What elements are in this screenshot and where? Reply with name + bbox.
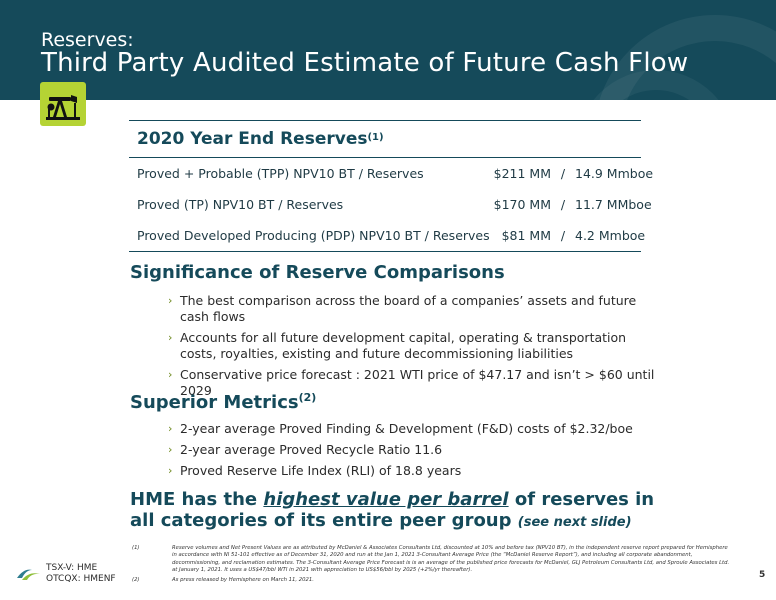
footnote: (2) As press released by Hemisphere on Ma…: [132, 577, 732, 584]
row-volume: 11.7 MMboe: [575, 197, 652, 212]
row-npv: $170 MM: [493, 197, 551, 212]
footnote-text: Reserve volumes and Net Present Values a…: [172, 545, 730, 574]
row-volume: 4.2 Mmboe: [575, 228, 646, 243]
reserves-table: 2020 Year End Reserves (1) Proved + Proba…: [129, 120, 654, 252]
table-row: Proved + Probable (TPP) NPV10 BT / Reser…: [129, 158, 654, 189]
slide-title: Third Party Audited Estimate of Future C…: [41, 48, 689, 78]
bullet-text: Proved Reserve Life Index (RLI) of 18.8 …: [180, 463, 462, 478]
row-npv: $81 MM: [501, 228, 551, 243]
list-item: › The best comparison across the board of…: [168, 293, 663, 325]
table-bottom-rule: [129, 251, 641, 252]
ticker-otcqx: OTCQX: HMENF: [46, 574, 116, 584]
chevron-right-icon: ›: [168, 464, 173, 477]
significance-list: › The best comparison across the board of…: [168, 293, 663, 404]
row-separator: /: [560, 228, 566, 243]
ticker-tsxv: TSX-V: HME: [46, 563, 98, 573]
header-band: Reserves: Third Party Audited Estimate o…: [0, 0, 776, 100]
page-number: 5: [759, 570, 766, 580]
chevron-right-icon: ›: [168, 368, 173, 381]
metrics-title-text: Superior Metrics: [130, 392, 299, 413]
bullet-text: Conservative price forecast : 2021 WTI p…: [180, 367, 655, 398]
conclusion-pre: HME has the: [130, 489, 264, 510]
list-item: › Conservative price forecast : 2021 WTI …: [168, 367, 663, 399]
bullet-text: 2-year average Proved Recycle Ratio 11.6: [180, 442, 443, 457]
bullet-text: The best comparison across the board of …: [180, 293, 637, 324]
oil-pump-jack-icon: [40, 82, 86, 126]
see-next-slide-note: (see next slide): [517, 515, 632, 530]
ticker-symbols: TSX-V: HME OTCQX: HMENF: [46, 563, 116, 585]
chevron-right-icon: ›: [168, 443, 173, 456]
row-separator: /: [560, 166, 566, 181]
reserves-heading: 2020 Year End Reserves (1): [129, 121, 641, 157]
significance-title: Significance of Reserve Comparisons: [130, 262, 505, 283]
bullet-text: 2-year average Proved Finding & Developm…: [180, 421, 633, 436]
row-separator: /: [560, 197, 566, 212]
chevron-right-icon: ›: [168, 294, 173, 307]
chevron-right-icon: ›: [168, 422, 173, 435]
row-volume: 14.9 Mmboe: [575, 166, 654, 181]
footnote-text: As press released by Hemisphere on March…: [172, 576, 314, 583]
footnotes: (1) Reserve volumes and Net Present Value…: [132, 545, 732, 584]
table-row: Proved Developed Producing (PDP) NPV10 B…: [129, 220, 646, 251]
list-item: › Accounts for all future development cap…: [168, 330, 663, 362]
company-logo-icon: [16, 566, 42, 586]
list-item: › 2-year average Proved Finding & Develop…: [168, 421, 663, 437]
chevron-right-icon: ›: [168, 331, 173, 344]
metrics-title: Superior Metrics(2): [130, 391, 316, 413]
list-item: › Proved Reserve Life Index (RLI) of 18.8…: [168, 463, 663, 479]
reserves-heading-note: (1): [367, 131, 384, 143]
metrics-list: › 2-year average Proved Finding & Develop…: [168, 421, 663, 484]
row-label: Proved + Probable (TPP) NPV10 BT / Reser…: [137, 166, 424, 181]
row-npv: $211 MM: [493, 166, 551, 181]
row-label: Proved Developed Producing (PDP) NPV10 B…: [137, 228, 490, 243]
conclusion-post: of reserves in all categories of its ent…: [130, 489, 655, 531]
table-header-rule: [129, 157, 641, 158]
footnote-number: (2): [132, 576, 140, 583]
footnote: (1) Reserve volumes and Net Present Value…: [132, 545, 732, 575]
table-top-rule: [129, 120, 641, 121]
conclusion-statement: HME has the highest value per barrel of …: [130, 489, 670, 533]
conclusion-emphasis: highest value per barrel: [263, 489, 509, 510]
list-item: › 2-year average Proved Recycle Ratio 11.…: [168, 442, 663, 458]
slide-subtitle: Reserves:: [41, 29, 134, 51]
row-label: Proved (TP) NPV10 BT / Reserves: [137, 197, 344, 212]
bullet-text: Accounts for all future development capi…: [180, 330, 627, 361]
metrics-title-note: (2): [298, 391, 317, 404]
reserves-heading-text: 2020 Year End Reserves: [137, 129, 368, 149]
footnote-number: (1): [132, 545, 140, 551]
table-row: Proved (TP) NPV10 BT / Reserves $170 MM …: [129, 189, 652, 220]
